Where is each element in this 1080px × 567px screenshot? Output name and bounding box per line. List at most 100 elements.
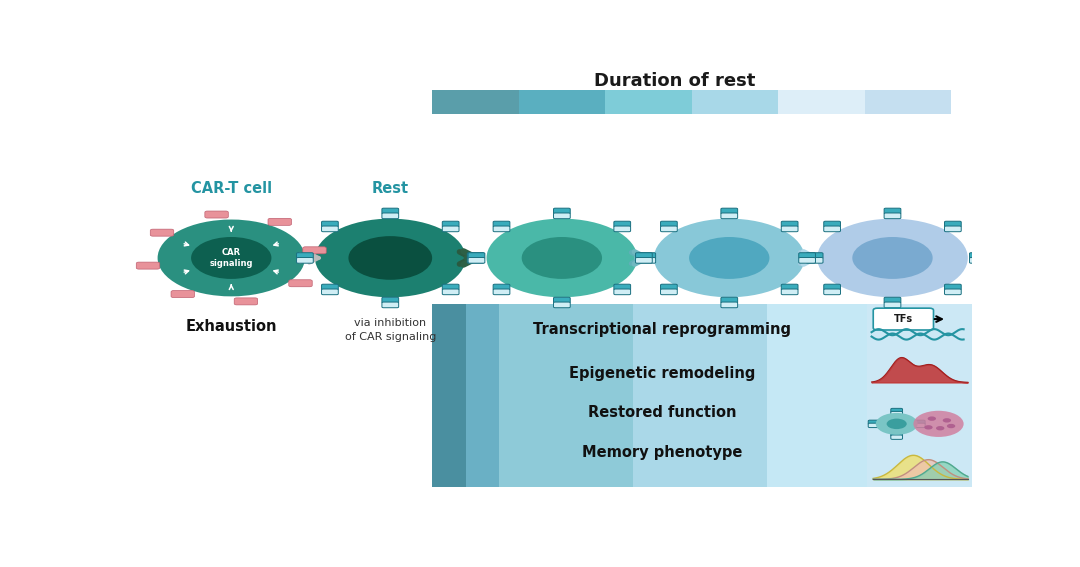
FancyBboxPatch shape xyxy=(468,253,485,259)
FancyBboxPatch shape xyxy=(554,208,570,214)
Bar xyxy=(432,304,465,487)
FancyBboxPatch shape xyxy=(945,284,961,290)
FancyBboxPatch shape xyxy=(721,213,738,219)
FancyBboxPatch shape xyxy=(468,257,485,263)
Circle shape xyxy=(818,219,968,297)
FancyBboxPatch shape xyxy=(661,289,677,295)
FancyBboxPatch shape xyxy=(443,289,459,295)
FancyBboxPatch shape xyxy=(443,226,459,232)
FancyBboxPatch shape xyxy=(382,208,399,214)
Circle shape xyxy=(349,236,432,280)
FancyBboxPatch shape xyxy=(874,308,933,330)
Bar xyxy=(499,304,633,487)
Text: CAR
signaling: CAR signaling xyxy=(210,248,253,268)
FancyBboxPatch shape xyxy=(494,289,510,295)
Bar xyxy=(633,304,767,487)
FancyBboxPatch shape xyxy=(382,213,399,219)
FancyBboxPatch shape xyxy=(554,302,570,308)
FancyBboxPatch shape xyxy=(781,284,798,290)
FancyBboxPatch shape xyxy=(322,284,338,290)
FancyBboxPatch shape xyxy=(885,208,901,214)
FancyBboxPatch shape xyxy=(613,284,631,290)
FancyBboxPatch shape xyxy=(868,420,880,425)
Circle shape xyxy=(315,219,465,297)
FancyBboxPatch shape xyxy=(322,221,338,227)
Text: Duration of rest: Duration of rest xyxy=(594,72,756,90)
FancyBboxPatch shape xyxy=(297,253,313,259)
FancyBboxPatch shape xyxy=(824,221,840,227)
FancyBboxPatch shape xyxy=(635,253,652,259)
FancyBboxPatch shape xyxy=(234,298,258,305)
FancyBboxPatch shape xyxy=(891,435,903,439)
Circle shape xyxy=(876,413,918,435)
Bar xyxy=(865,90,951,114)
Circle shape xyxy=(887,418,907,429)
FancyBboxPatch shape xyxy=(885,213,901,219)
FancyBboxPatch shape xyxy=(970,253,986,259)
FancyBboxPatch shape xyxy=(554,213,570,219)
Circle shape xyxy=(924,425,933,430)
Circle shape xyxy=(928,416,936,421)
Circle shape xyxy=(936,426,944,430)
FancyBboxPatch shape xyxy=(891,412,903,416)
FancyBboxPatch shape xyxy=(382,302,399,308)
FancyBboxPatch shape xyxy=(799,257,815,263)
FancyBboxPatch shape xyxy=(945,226,961,232)
Text: via inhibition
of CAR signaling: via inhibition of CAR signaling xyxy=(345,319,436,341)
Bar xyxy=(465,304,499,487)
Bar xyxy=(778,90,865,114)
FancyBboxPatch shape xyxy=(136,262,160,269)
FancyBboxPatch shape xyxy=(721,297,738,303)
Text: CAR-T cell: CAR-T cell xyxy=(191,181,272,197)
Circle shape xyxy=(653,219,805,297)
FancyBboxPatch shape xyxy=(661,221,677,227)
FancyBboxPatch shape xyxy=(554,297,570,303)
FancyBboxPatch shape xyxy=(885,302,901,308)
Bar xyxy=(518,90,605,114)
FancyBboxPatch shape xyxy=(721,208,738,214)
FancyBboxPatch shape xyxy=(799,253,815,259)
FancyBboxPatch shape xyxy=(382,297,399,303)
FancyBboxPatch shape xyxy=(781,221,798,227)
FancyBboxPatch shape xyxy=(322,289,338,295)
FancyBboxPatch shape xyxy=(302,247,326,254)
Text: Rest: Rest xyxy=(372,181,409,196)
FancyBboxPatch shape xyxy=(494,284,510,290)
Circle shape xyxy=(158,219,305,297)
Circle shape xyxy=(943,418,951,422)
FancyBboxPatch shape xyxy=(824,284,840,290)
FancyBboxPatch shape xyxy=(891,408,903,413)
FancyBboxPatch shape xyxy=(494,221,510,227)
FancyBboxPatch shape xyxy=(885,297,901,303)
FancyBboxPatch shape xyxy=(781,226,798,232)
FancyBboxPatch shape xyxy=(443,221,459,227)
FancyBboxPatch shape xyxy=(150,229,174,236)
FancyBboxPatch shape xyxy=(468,257,484,263)
Circle shape xyxy=(191,237,271,279)
FancyBboxPatch shape xyxy=(824,289,840,295)
FancyBboxPatch shape xyxy=(613,221,631,227)
FancyBboxPatch shape xyxy=(914,423,926,428)
Text: Transcriptional reprogramming: Transcriptional reprogramming xyxy=(534,323,792,337)
FancyBboxPatch shape xyxy=(635,257,652,263)
Bar xyxy=(605,90,691,114)
FancyBboxPatch shape xyxy=(970,257,986,263)
FancyBboxPatch shape xyxy=(807,253,823,259)
FancyBboxPatch shape xyxy=(945,289,961,295)
Circle shape xyxy=(914,411,963,437)
FancyBboxPatch shape xyxy=(322,226,338,232)
Circle shape xyxy=(689,237,769,279)
FancyBboxPatch shape xyxy=(443,284,459,290)
Circle shape xyxy=(947,424,955,428)
Circle shape xyxy=(852,237,933,279)
FancyBboxPatch shape xyxy=(468,253,484,259)
FancyBboxPatch shape xyxy=(613,226,631,232)
Text: Memory phenotype: Memory phenotype xyxy=(582,445,742,460)
Text: TFs: TFs xyxy=(894,314,913,324)
FancyBboxPatch shape xyxy=(891,432,903,436)
FancyBboxPatch shape xyxy=(639,253,656,259)
FancyBboxPatch shape xyxy=(613,289,631,295)
FancyBboxPatch shape xyxy=(205,211,228,218)
Bar xyxy=(867,304,972,487)
FancyBboxPatch shape xyxy=(868,423,880,428)
